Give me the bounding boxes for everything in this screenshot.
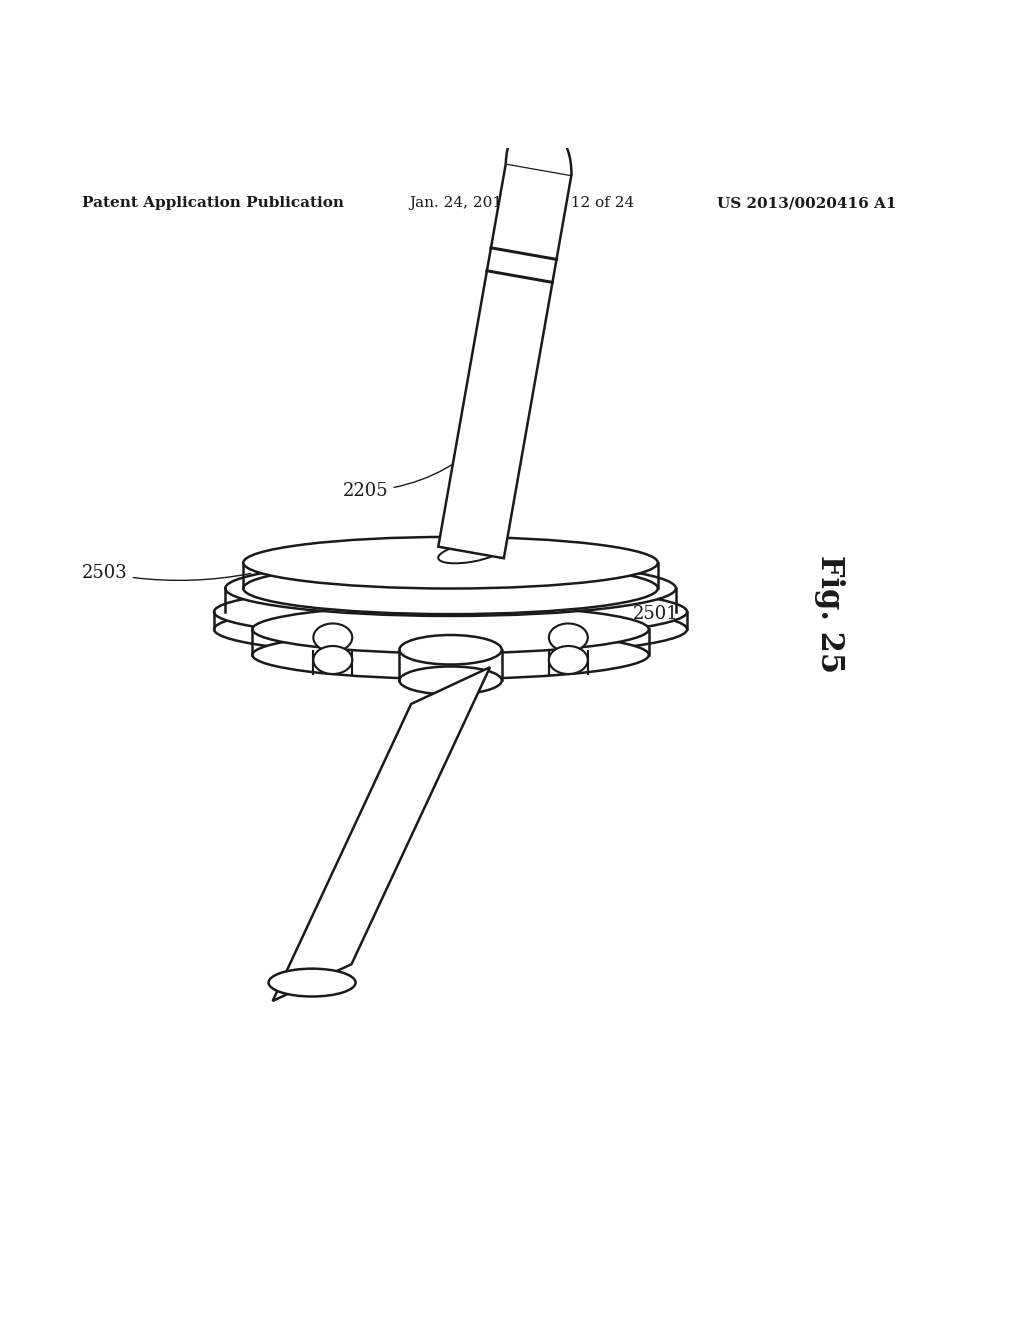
Ellipse shape [438,541,504,564]
Ellipse shape [244,562,657,614]
Ellipse shape [313,623,352,652]
Ellipse shape [399,667,502,694]
Polygon shape [272,667,490,1001]
Ellipse shape [214,603,687,656]
Ellipse shape [268,969,355,997]
Ellipse shape [252,606,649,653]
Ellipse shape [214,585,687,639]
Ellipse shape [244,537,657,589]
Polygon shape [438,164,571,558]
Text: Fig. 25: Fig. 25 [814,554,845,673]
Ellipse shape [549,645,588,675]
Ellipse shape [252,631,649,678]
Ellipse shape [549,623,588,652]
Text: 2205: 2205 [343,433,490,500]
Text: 2503: 2503 [82,564,251,582]
Text: 2501: 2501 [633,582,679,623]
PathPatch shape [506,114,571,176]
Ellipse shape [225,585,676,639]
Text: US 2013/0020416 A1: US 2013/0020416 A1 [717,197,896,210]
Text: Jan. 24, 2013  Sheet 12 of 24: Jan. 24, 2013 Sheet 12 of 24 [410,197,635,210]
Ellipse shape [399,635,502,664]
Ellipse shape [313,645,352,675]
Text: Patent Application Publication: Patent Application Publication [82,197,344,210]
Ellipse shape [225,561,676,616]
